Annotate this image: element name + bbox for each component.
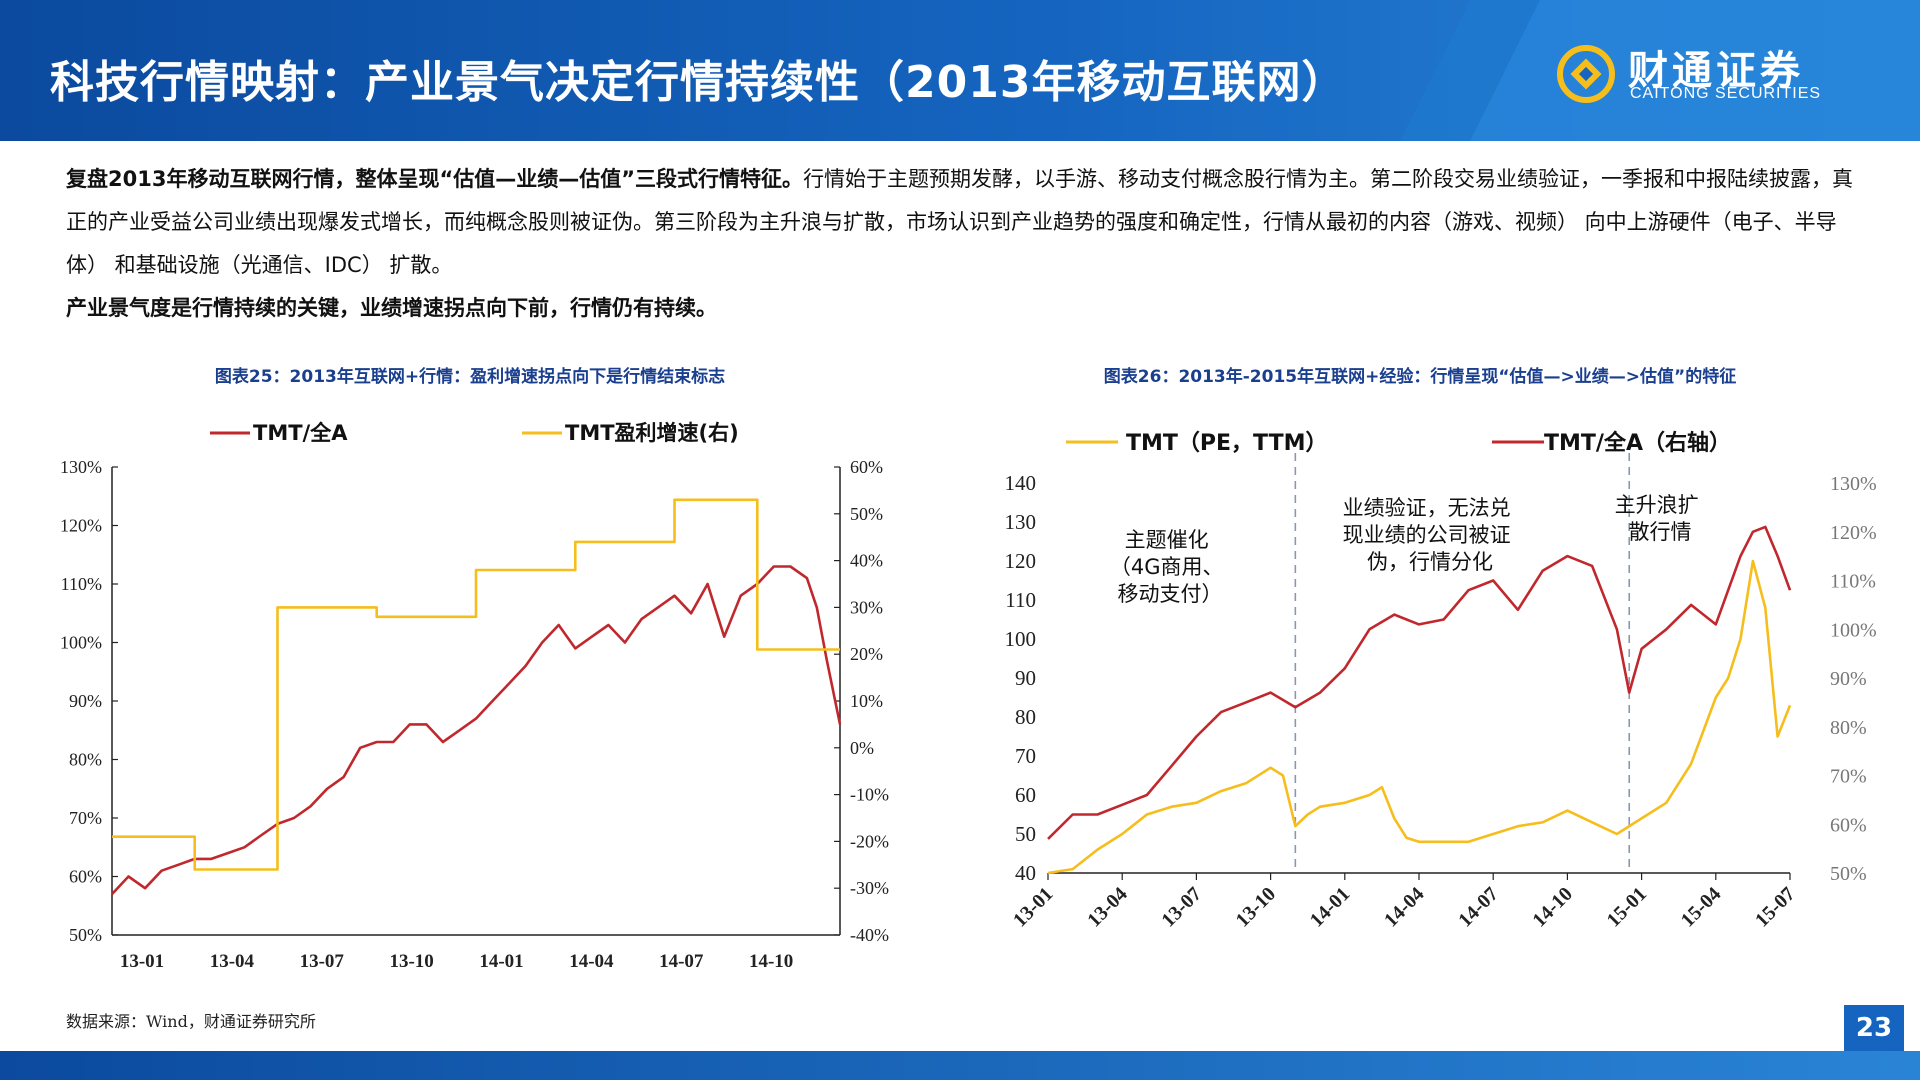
c25-x-tick-label: 13-10 — [389, 951, 433, 972]
c26-right-tick-label: 50% — [1830, 863, 1867, 885]
summary-body: 行情始于主题预期发酵，以手游、移动支付概念股行情为主。第二阶段交易业绩验证，一季… — [66, 167, 1854, 277]
c26-left-tick-label: 40 — [1015, 861, 1036, 885]
summary-conclusion: 产业景气度是行情持续的关键，业绩增速拐点向下前，行情仍有持续。 — [66, 287, 1866, 330]
c26-right-tick-label: 100% — [1830, 619, 1877, 641]
c26-right-tick-label: 90% — [1830, 668, 1867, 690]
c26-left-tick-label: 140 — [1005, 471, 1037, 495]
summary-paragraph: 复盘2013年移动互联网行情，整体呈现“估值—业绩—估值”三段式行情特征。行情始… — [66, 158, 1866, 287]
c26-series-1 — [1047, 525, 1792, 840]
chart26: 40 50 60 70 80 90 100 110 120 130 140 50% 60% 70% 80% 9… — [1005, 430, 1877, 932]
page-number: 23 — [1844, 1005, 1904, 1051]
c25-x-tick-label: 13-07 — [300, 951, 345, 972]
c26-right-tick-label: 130% — [1830, 473, 1877, 495]
c26-series-0 — [1047, 559, 1792, 875]
footer-bar — [0, 1051, 1920, 1080]
c26-x-tick-label: 13-01 — [1009, 883, 1058, 932]
c25-left-tick-label: 50% — [69, 925, 102, 945]
c26-right-tick-label: 70% — [1830, 766, 1867, 788]
c26-left-tick-label: 90 — [1015, 666, 1036, 690]
c26-right-tick-label: 80% — [1830, 717, 1867, 739]
c25-right-tick-label: 20% — [850, 644, 883, 664]
legend-label-tmt-growth: TMT盈利增速(右) — [565, 421, 739, 445]
c25-left-tick-label: 110% — [61, 574, 102, 594]
c25-left-tick-label: 70% — [69, 808, 102, 828]
c26-x-tick-label: 15-07 — [1751, 883, 1800, 932]
c26-left-tick-label: 130 — [1005, 510, 1037, 534]
c26-x-tick-label: 14-01 — [1306, 883, 1355, 932]
annotation-theme-catalyst: 主题催化 （4G商用、 移动支付） — [1110, 528, 1230, 606]
c25-left-tick-label: 90% — [69, 691, 102, 711]
legend-label-tmt-ratio: TMT/全A — [253, 421, 348, 445]
c25-right-tick-label: 40% — [850, 551, 883, 571]
c25-right-tick-label: 30% — [850, 597, 883, 617]
source-note: 数据来源：Wind，财通证券研究所 — [66, 1012, 316, 1031]
c25-series-1 — [112, 498, 840, 871]
summary-text: 复盘2013年移动互联网行情，整体呈现“估值—业绩—估值”三段式行情特征。行情始… — [66, 158, 1866, 330]
c25-right-tick-label: -10% — [850, 785, 889, 805]
c25-left-tick-label: 130% — [60, 457, 102, 477]
c26-x-tick-label: 14-07 — [1454, 883, 1503, 932]
c26-right-tick-label: 110% — [1830, 571, 1876, 593]
c25-x-tick-label: 14-01 — [479, 951, 523, 972]
c25-right-tick-label: 60% — [850, 457, 883, 477]
header-decoration — [1400, 0, 1920, 141]
c25-left-tick-label: 80% — [69, 750, 102, 770]
chart25-title: 图表25：2013年互联网+行情：盈利增速拐点向下是行情结束标志 — [214, 367, 726, 387]
c25-right-tick-label: -40% — [850, 925, 889, 945]
c26-x-tick-label: 14-10 — [1528, 883, 1577, 932]
legend-label-tmt-ratio-right: TMT/全A（右轴） — [1544, 430, 1731, 456]
c25-right-tick-label: 50% — [850, 504, 883, 524]
summary-bold-lead: 复盘2013年移动互联网行情，整体呈现“估值—业绩—估值”三段式行情特征。 — [66, 167, 804, 191]
page-title: 科技行情映射：产业景气决定行情持续性（2013年移动互联网） — [50, 57, 1347, 108]
c26-x-tick-label: 13-10 — [1232, 883, 1281, 932]
c26-left-tick-label: 110 — [1005, 588, 1036, 612]
c25-x-tick-label: 13-04 — [210, 951, 255, 972]
c25-left-tick-label: 100% — [60, 633, 102, 653]
c26-left-tick-label: 80 — [1015, 705, 1036, 729]
c25-right-tick-label: 10% — [850, 691, 883, 711]
c25-x-tick-label: 14-07 — [659, 951, 704, 972]
c25-right-tick-label: 0% — [850, 738, 874, 758]
annotation-earnings-validation: 业绩验证，无法兑 现业绩的公司被证 伪，行情分化 — [1343, 496, 1518, 574]
annotation-main-wave: 主升浪扩 散行情 — [1615, 493, 1706, 544]
logo-text-en: CAITONG SECURITIES — [1630, 85, 1822, 102]
c26-x-tick-label: 15-04 — [1677, 883, 1726, 932]
c26-x-tick-label: 13-04 — [1083, 883, 1132, 932]
c26-x-tick-label: 13-07 — [1157, 883, 1206, 932]
c26-left-tick-label: 50 — [1015, 822, 1036, 846]
c25-left-tick-label: 60% — [69, 867, 102, 887]
c26-x-tick-label: 14-04 — [1380, 883, 1429, 932]
legend-label-tmt-pe: TMT（PE，TTM） — [1126, 431, 1327, 456]
c25-right-tick-label: -20% — [850, 831, 889, 851]
c25-series-0 — [111, 565, 842, 895]
c25-x-tick-label: 14-10 — [749, 951, 793, 972]
header-banner: 科技行情映射：产业景气决定行情持续性（2013年移动互联网） 财通证券 CAIT… — [0, 0, 1920, 141]
c25-x-tick-label: 13-01 — [120, 951, 164, 972]
c26-right-tick-label: 60% — [1830, 814, 1867, 836]
c26-left-tick-label: 100 — [1005, 627, 1037, 651]
chart26-title: 图表26：2013年-2015年互联网+经验：行情呈现“估值—>业绩—>估值”的… — [1103, 367, 1737, 387]
caitong-logo-icon — [1557, 45, 1615, 103]
c26-left-tick-label: 120 — [1005, 549, 1037, 573]
summary-bold-tail: 产业景气度是行情持续的关键，业绩增速拐点向下前，行情仍有持续。 — [66, 296, 717, 320]
c26-left-tick-label: 70 — [1015, 744, 1036, 768]
logo-text-cn: 财通证券 — [1628, 48, 1804, 94]
c26-right-tick-label: 120% — [1830, 522, 1877, 544]
c25-x-tick-label: 14-04 — [569, 951, 614, 972]
chart25: 50% 60% 70% 80% 90% 100% 110% 120% 130% -40% -30% -… — [60, 421, 889, 972]
c26-x-tick-label: 15-01 — [1603, 883, 1652, 932]
c25-right-tick-label: -30% — [850, 878, 889, 898]
c26-left-tick-label: 60 — [1015, 783, 1036, 807]
c25-left-tick-label: 120% — [60, 516, 102, 536]
